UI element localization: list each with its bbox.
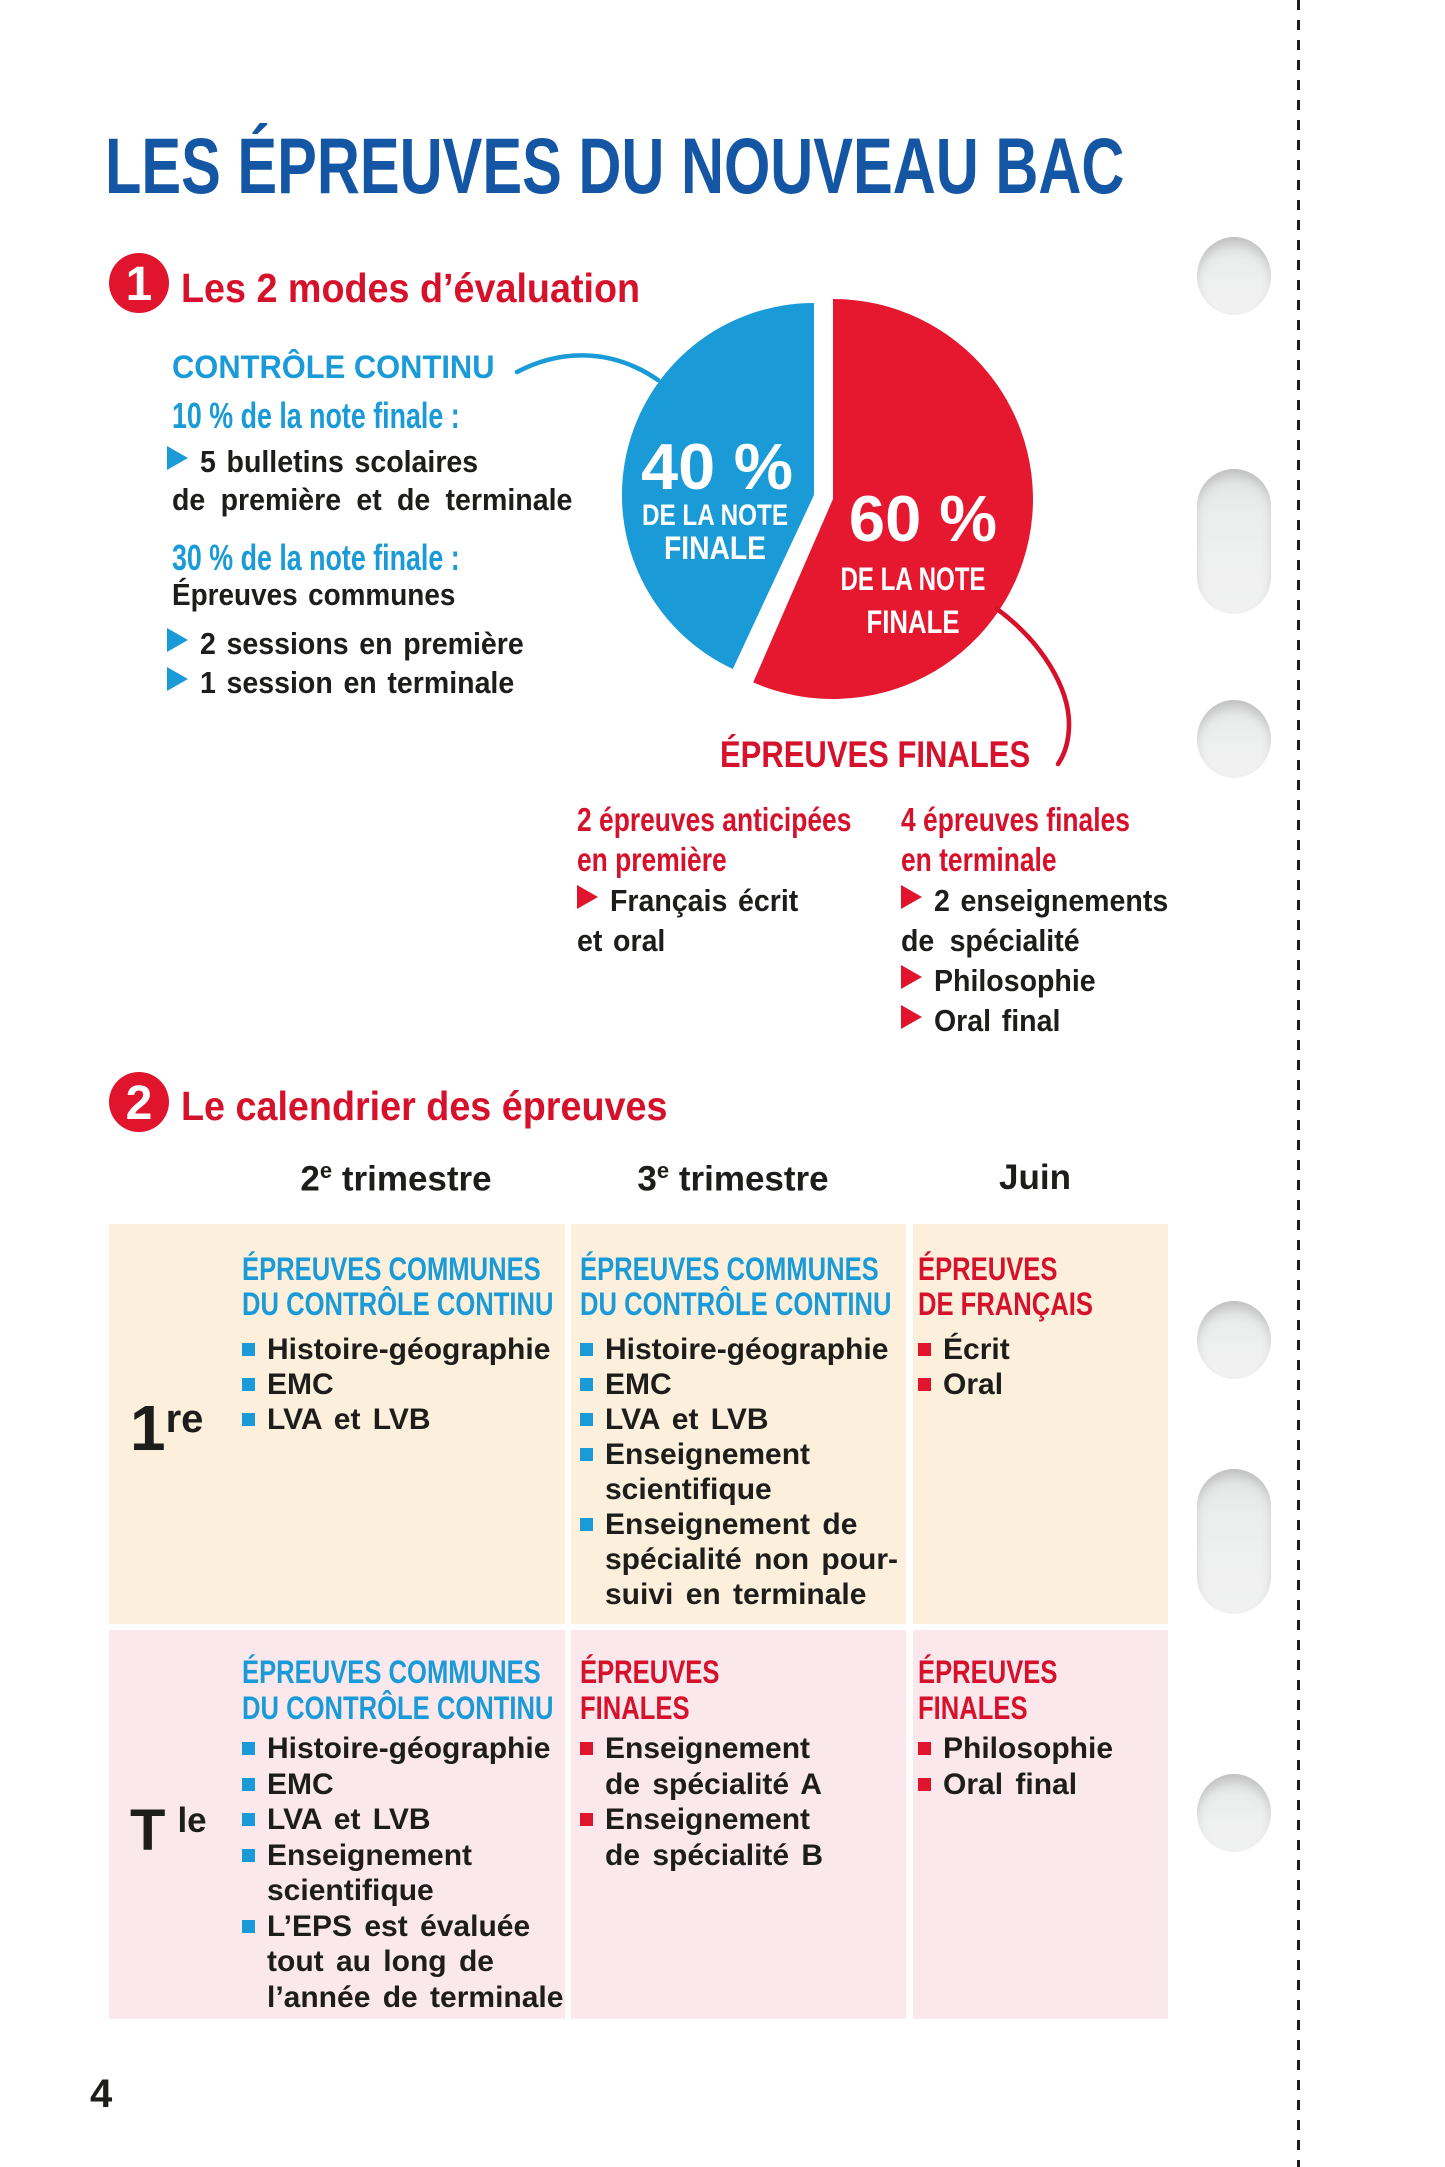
svg-text:60 %: 60 % [849,482,997,555]
svg-text:DE LA NOTE: DE LA NOTE [642,499,788,532]
svg-text:40 %: 40 % [641,430,793,503]
svg-text:FINALE: FINALE [867,604,960,640]
svg-text:DE LA NOTE: DE LA NOTE [841,561,986,597]
svg-text:FINALE: FINALE [664,530,766,566]
